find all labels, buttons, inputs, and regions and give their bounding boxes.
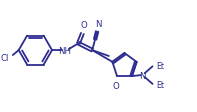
Text: Cl: Cl [1,54,9,63]
Text: N: N [139,71,146,80]
Text: Et: Et [156,81,164,90]
Text: NH: NH [58,46,71,55]
Text: O: O [113,81,119,90]
Text: N: N [95,19,101,28]
Text: Et: Et [156,61,164,70]
Text: O: O [81,20,88,29]
